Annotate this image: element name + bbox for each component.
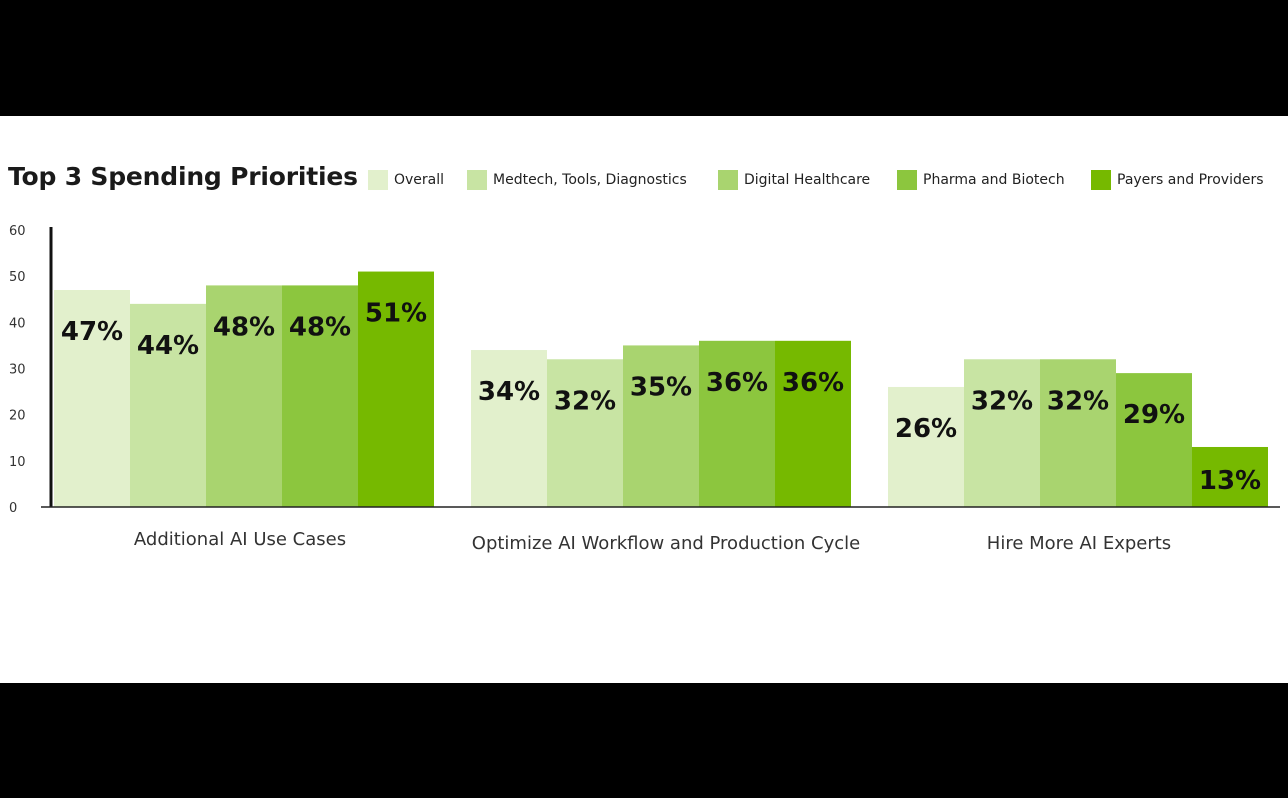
bar-value-label: 26%	[895, 414, 957, 444]
legend-swatch-medtech	[467, 170, 487, 190]
legend-label-payers-providers: Payers and Providers	[1117, 172, 1264, 188]
bar-value-label: 29%	[1123, 400, 1185, 430]
bar	[130, 303, 206, 507]
bar-value-label: 32%	[554, 386, 616, 416]
legend-label-digital-healthcare: Digital Healthcare	[744, 172, 871, 188]
bar-value-label: 36%	[782, 368, 844, 398]
y-tick-label: 40	[9, 316, 26, 331]
bar	[1192, 446, 1268, 507]
bar-value-label: 36%	[706, 368, 768, 398]
bar	[471, 350, 547, 507]
bar	[547, 359, 623, 507]
bar-value-label: 47%	[61, 317, 123, 347]
bar-plot: 0 10 20 30 40 50 60 47% 44% 48% 48% 51% 34% 32% 35% 36%…	[9, 224, 1280, 554]
bar	[54, 290, 130, 507]
bar	[699, 340, 775, 507]
y-tick-label: 10	[9, 455, 26, 470]
y-tick-label: 0	[9, 501, 17, 516]
bar	[964, 359, 1040, 507]
bar-value-label: 32%	[971, 386, 1033, 416]
bar-value-label: 34%	[478, 377, 540, 407]
bar-value-label: 48%	[213, 312, 275, 342]
bar-value-label: 44%	[137, 331, 199, 361]
legend-swatch-overall	[368, 170, 388, 190]
legend-swatch-payers-providers	[1091, 170, 1111, 190]
bar	[775, 340, 851, 507]
bar	[206, 285, 282, 507]
legend-label-overall: Overall	[394, 172, 445, 188]
bar	[282, 285, 358, 507]
legend-label-medtech: Medtech, Tools, Diagnostics	[493, 172, 687, 188]
chart-panel: Top 3 Spending Priorities Overall Medtec…	[0, 116, 1288, 683]
bar-value-label: 48%	[289, 312, 351, 342]
y-tick-label: 50	[9, 270, 26, 285]
bar	[623, 345, 699, 507]
legend-label-pharma-biotech: Pharma and Biotech	[923, 172, 1065, 188]
y-tick-label: 30	[9, 363, 26, 378]
y-tick-label: 20	[9, 409, 26, 424]
bar	[358, 271, 434, 507]
bar	[1040, 359, 1116, 507]
bar-value-label: 13%	[1199, 466, 1261, 496]
legend-swatch-digital-healthcare	[718, 170, 738, 190]
category-label: Optimize AI Workflow and Production Cycl…	[472, 533, 860, 554]
bar	[1116, 373, 1192, 507]
y-tick-label: 60	[9, 224, 26, 239]
bar-value-label: 32%	[1047, 386, 1109, 416]
bar	[888, 386, 964, 507]
legend-swatch-pharma-biotech	[897, 170, 917, 190]
category-label: Additional AI Use Cases	[134, 529, 346, 550]
bar-value-label: 51%	[365, 299, 427, 329]
chart-title: Top 3 Spending Priorities	[8, 162, 358, 191]
bar-value-label: 35%	[630, 372, 692, 402]
category-label: Hire More AI Experts	[987, 533, 1171, 554]
